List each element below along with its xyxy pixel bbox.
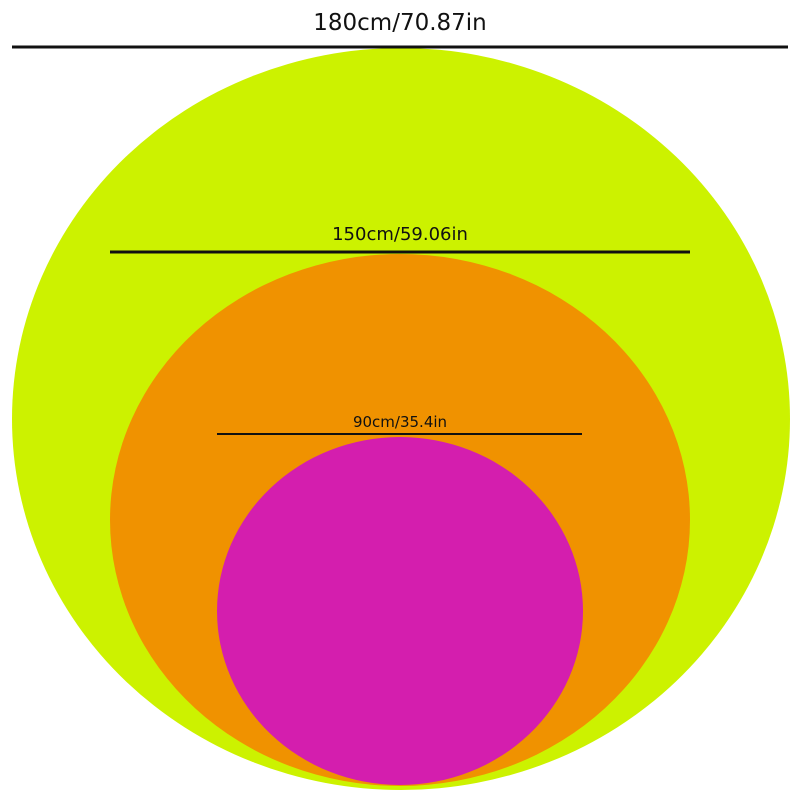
label-90cm: 90cm/35.4in <box>352 413 448 431</box>
label-150cm: 150cm/59.06in <box>332 224 468 245</box>
circle-90cm <box>217 437 583 785</box>
label-180cm: 180cm/70.87in <box>313 10 487 36</box>
